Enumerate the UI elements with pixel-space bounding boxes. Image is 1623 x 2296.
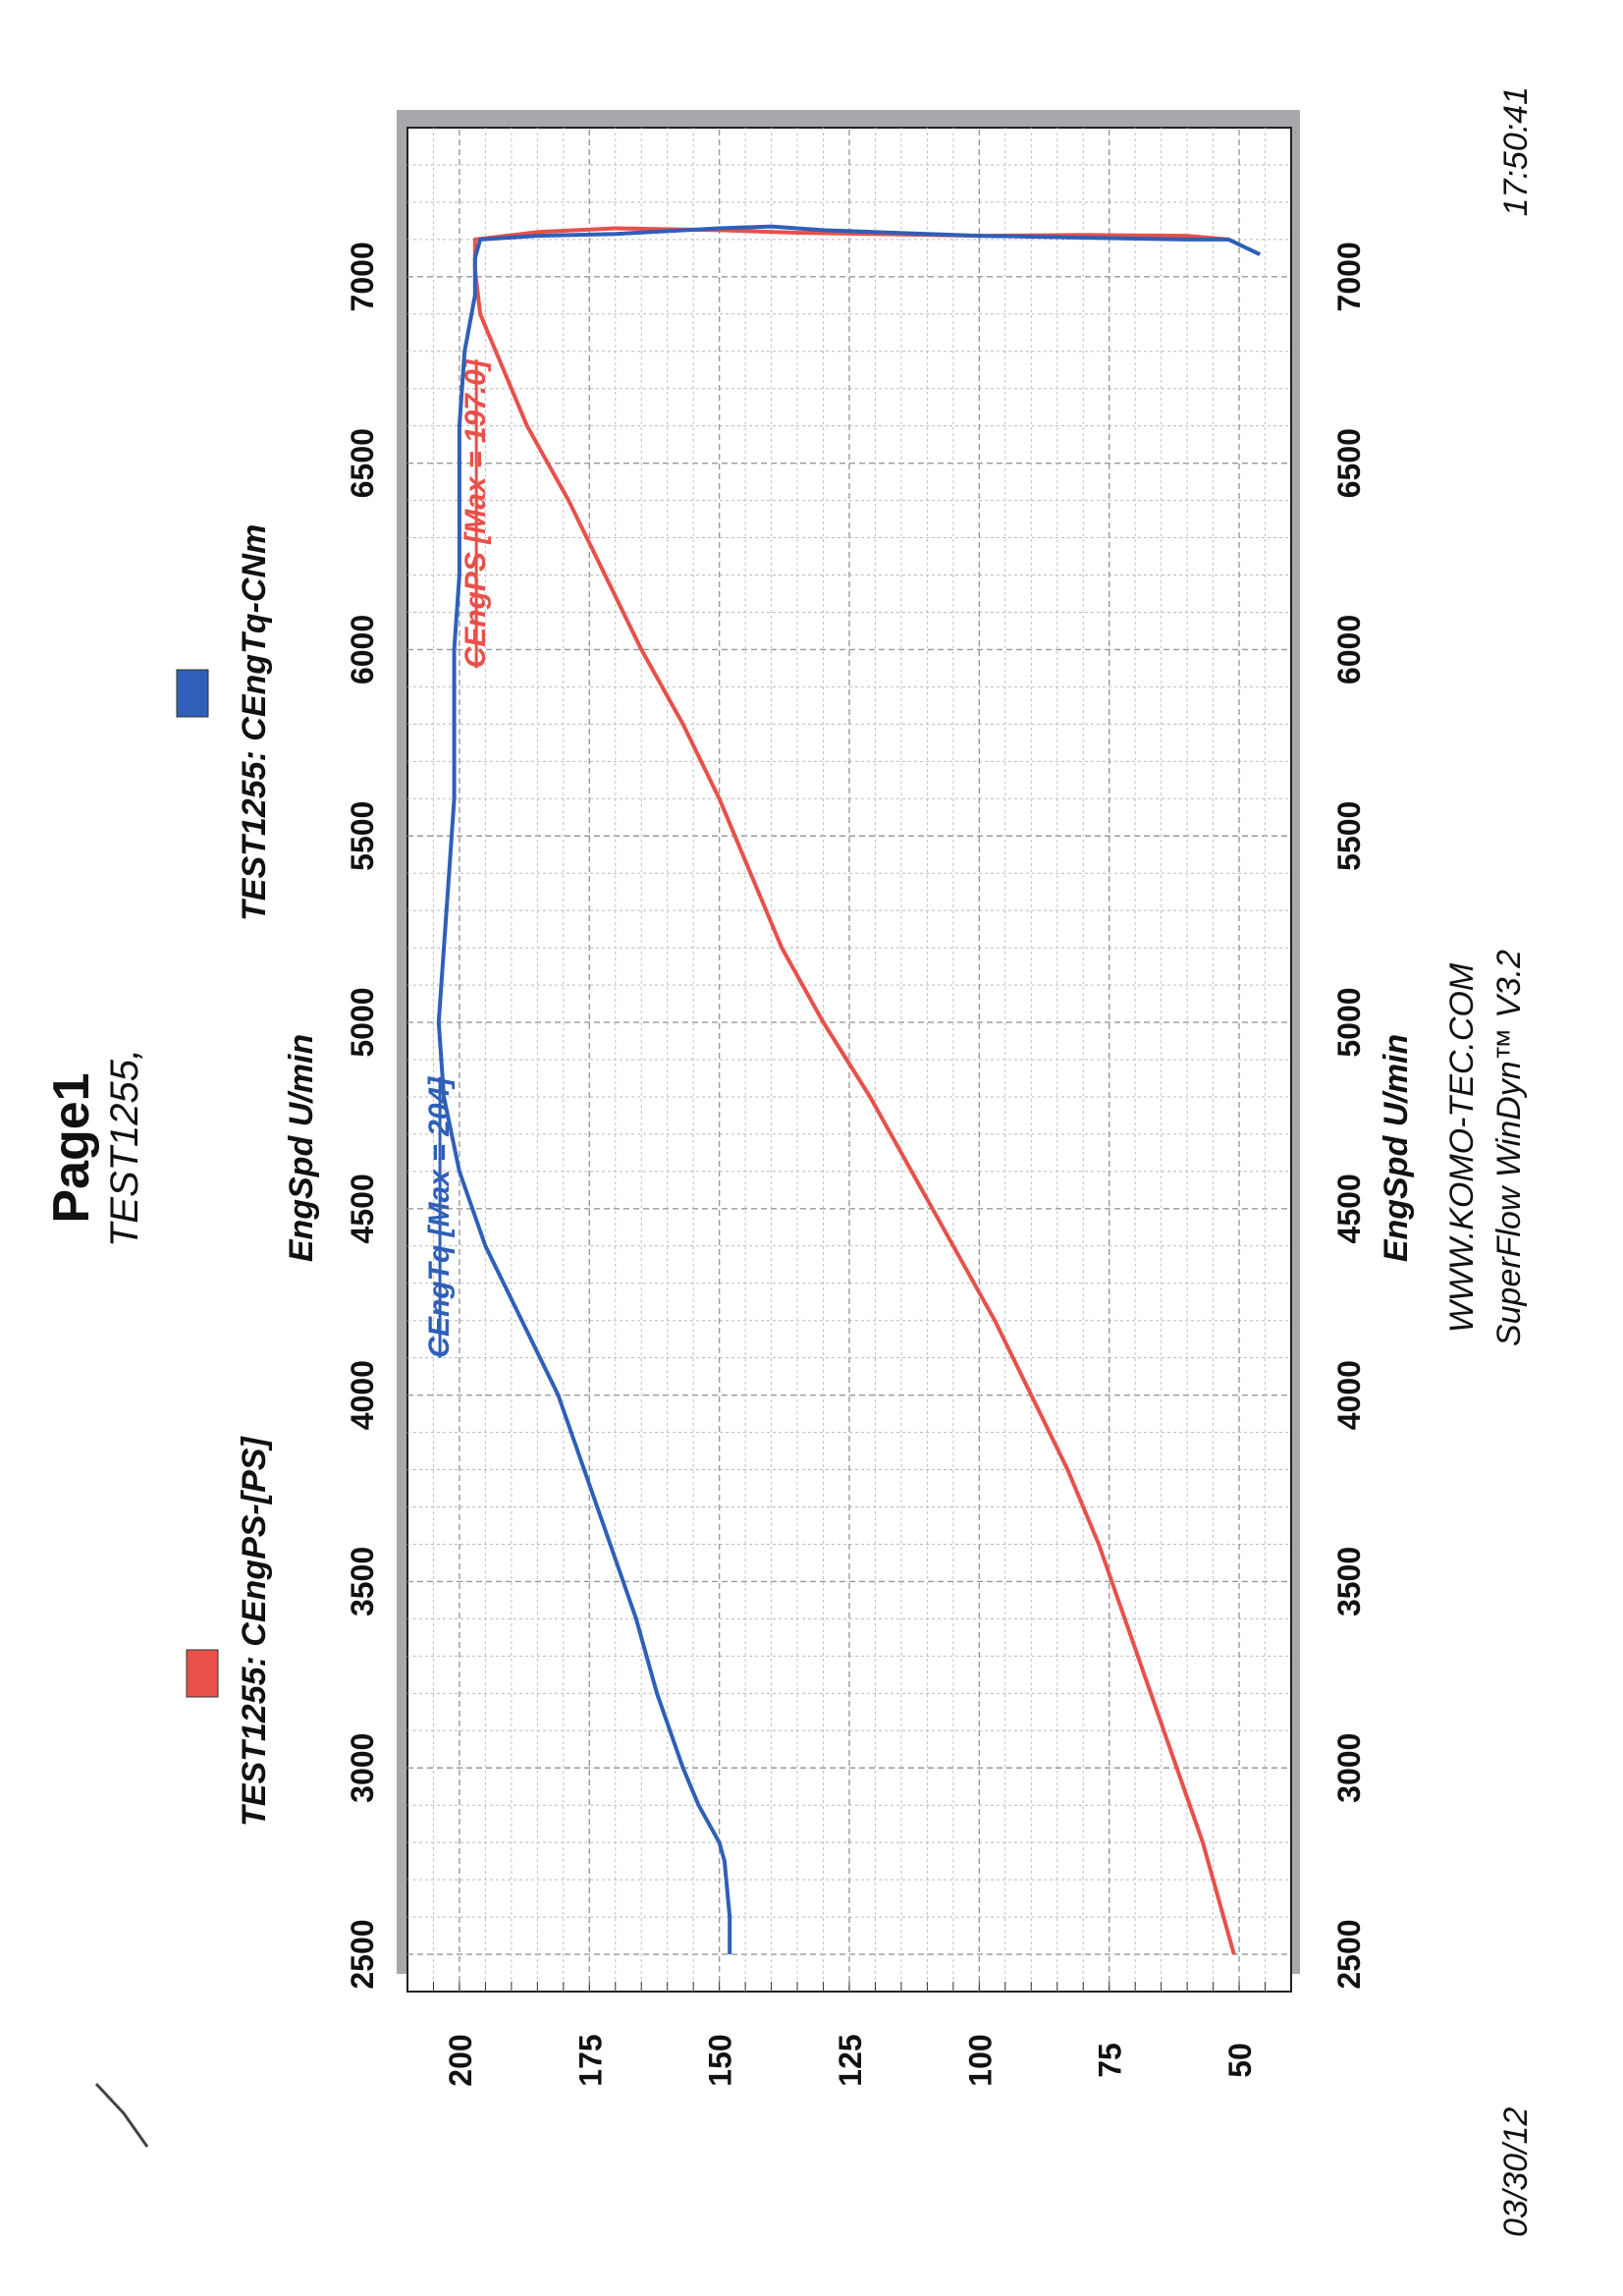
x-tick-label: 7000 — [345, 242, 380, 311]
series-line-cengps — [472, 226, 1236, 1955]
legend-torque-swatch — [176, 669, 209, 718]
footer-software: SuperFlow WinDyn™ V3.2 — [1490, 950, 1528, 1346]
x-tick-label: 6500 — [1331, 428, 1367, 498]
x-tick-labels-bottom: 2500 3000 3500 4000 4500 5000 5500 6000 6500 7000 — [1331, 242, 1367, 1989]
pen-mark — [94, 2082, 149, 2148]
x-tick-label: 2500 — [1331, 1919, 1367, 1989]
x-axis-title-bottom: EngSpd U/min — [1378, 1034, 1415, 1262]
x-tick-label: 5500 — [345, 801, 380, 871]
series-annotation-cengtq: CEngTq [Max = 204] — [423, 1076, 456, 1358]
series-line-cengtq — [436, 224, 1262, 1954]
x-tick-label: 7000 — [1331, 242, 1367, 311]
x-tick-label: 4000 — [345, 1360, 380, 1430]
x-tick-label: 6500 — [345, 428, 380, 498]
x-tick-label: 6000 — [345, 615, 380, 684]
page-title: Page1 — [43, 1072, 100, 1223]
x-tick-label: 4000 — [1331, 1360, 1367, 1430]
legend-power-swatch — [186, 1649, 219, 1698]
y-tick-label: 75 — [1093, 2043, 1128, 2078]
series-annotation-cengps: CEngPS [Max = 197.0] — [460, 358, 492, 668]
footer-date: 03/30/12 — [1497, 2107, 1535, 2237]
y-tick-label: 125 — [833, 2034, 868, 2086]
y-tick-label: 100 — [962, 2034, 998, 2086]
x-tick-label: 6000 — [1331, 615, 1367, 684]
legend-power-label: TEST1255: CEngPS-[PS] — [236, 1436, 273, 1827]
x-tick-label: 2500 — [345, 1919, 380, 1989]
footer-website: WWW.KOMO-TEC.COM — [1443, 962, 1481, 1333]
x-tick-label: 4500 — [1331, 1174, 1367, 1243]
y-tick-label: 150 — [703, 2034, 738, 2086]
x-tick-label: 5000 — [1331, 987, 1367, 1057]
x-tick-label: 5500 — [1331, 801, 1367, 871]
x-tick-label: 4500 — [345, 1174, 380, 1243]
page-subtitle: TEST1255, — [103, 1049, 146, 1247]
y-tick-labels: 200 175 150 125 100 75 50 — [443, 2034, 1258, 2086]
x-tick-label: 5000 — [345, 987, 380, 1057]
y-tick-label: 200 — [443, 2034, 478, 2086]
x-tick-label: 3000 — [1331, 1733, 1367, 1803]
x-tick-labels-top: 2500 3000 3500 4000 4500 5000 5500 6000 6500 7000 — [345, 242, 380, 1989]
legend-torque-label: TEST1255: CEngTq-CNm — [236, 524, 273, 921]
x-tick-label: 3000 — [345, 1733, 380, 1803]
x-tick-label: 3500 — [345, 1547, 380, 1616]
footer-time: 17:50:41 — [1497, 86, 1535, 216]
series-group: CEngPS [Max = 197.0] CEngTq [Max = 204] — [423, 224, 1262, 1955]
y-tick-label: 175 — [572, 2034, 608, 2086]
x-axis-title-top: EngSpd U/min — [283, 1034, 320, 1262]
y-tick-label: 50 — [1222, 2043, 1258, 2078]
x-tick-label: 3500 — [1331, 1547, 1367, 1616]
